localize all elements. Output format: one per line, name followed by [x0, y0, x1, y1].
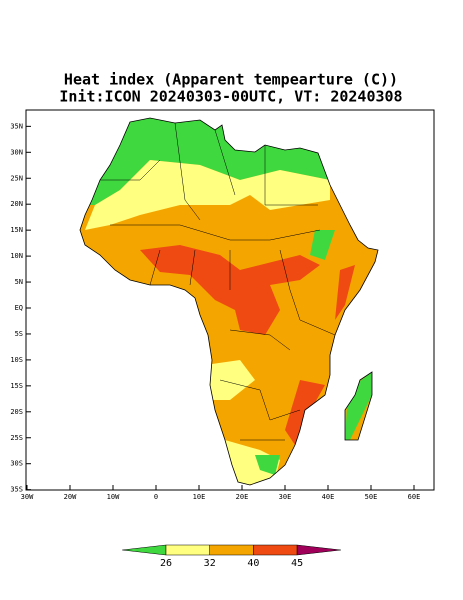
y-tick-label: 15S — [10, 382, 23, 390]
x-tick-label: 10W — [107, 493, 120, 501]
y-tick-label: 10N — [10, 252, 23, 260]
colorbar-label: 32 — [204, 558, 216, 569]
title: Heat index (Apparent tempearture (C)) — [64, 71, 398, 89]
x-tick-label: 30E — [279, 493, 292, 501]
y-tick-label: 10S — [10, 356, 23, 364]
y-tick-label: 25N — [10, 174, 23, 182]
x-tick-label: 60E — [408, 493, 421, 501]
y-tick-label: 30S — [10, 460, 23, 468]
x-tick-label: 10E — [193, 493, 206, 501]
colorbar-label: 45 — [291, 558, 303, 569]
y-tick-label: 20N — [10, 200, 23, 208]
y-tick-label: EQ — [15, 304, 23, 312]
x-tick-label: 30W — [21, 493, 34, 501]
colorbar-swatch — [253, 544, 298, 556]
subtitle: Init:ICON 20240303-00UTC, VT: 20240308 — [59, 88, 402, 106]
x-tick-label: 50E — [365, 493, 378, 501]
y-tick-label: 25S — [10, 434, 23, 442]
colorbar-swatch — [165, 544, 210, 556]
colorbar-swatch — [296, 544, 341, 556]
y-tick-label: 15N — [10, 226, 23, 234]
x-tick-label: 20E — [236, 493, 249, 501]
y-tick-label: 5S — [15, 330, 23, 338]
y-tick-label: 35N — [10, 122, 23, 130]
borders — [100, 122, 336, 441]
x-tick-label: 0 — [154, 493, 158, 501]
colorbar-swatch — [122, 544, 167, 556]
y-tick-label: 5N — [15, 278, 23, 286]
y-tick-label: 35S — [10, 486, 23, 494]
y-tick-label: 30N — [10, 148, 23, 156]
colorbar-swatch — [209, 544, 254, 556]
x-tick-label: 20W — [64, 493, 77, 501]
colorbar-label: 26 — [160, 558, 172, 569]
x-tick-label: 40E — [322, 493, 335, 501]
y-tick-label: 20S — [10, 408, 23, 416]
colorbar-label: 40 — [247, 558, 259, 569]
